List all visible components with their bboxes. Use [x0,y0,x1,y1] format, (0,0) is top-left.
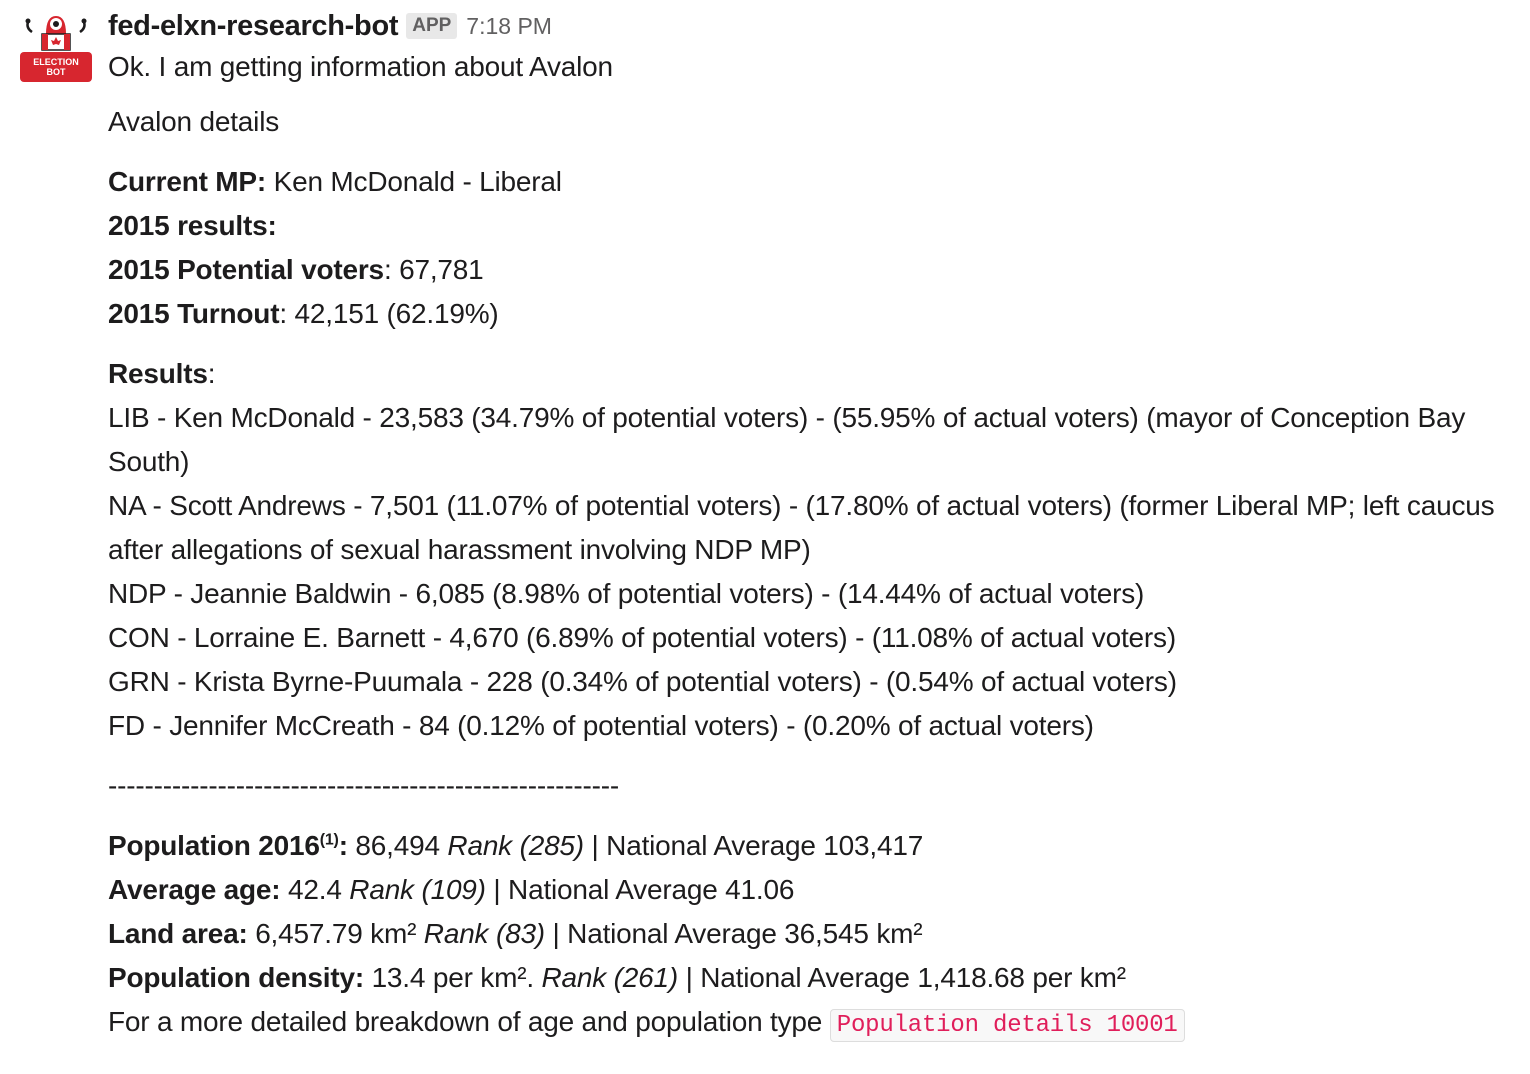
bot-avatar[interactable]: ELECTION BOT [20,10,92,82]
avatar-text-bot: BOT [47,67,67,77]
app-badge: APP [406,13,458,39]
population-line: Population 2016(1): 86,494 Rank (285) | … [108,824,1518,868]
population-colon: : [338,830,348,861]
results-label: Results [108,358,208,389]
population-details-code[interactable]: Population details 10001 [829,1009,1185,1042]
details-title: Avalon details [108,106,280,137]
density-line: Population density: 13.4 per km². Rank (… [108,956,1518,1000]
result-row: NA - Scott Andrews - 7,501 (11.07% of po… [108,490,1495,565]
message-header: fed-elxn-research-bot APP 7:18 PM [108,6,1518,46]
population-rank: Rank (285) [447,830,584,861]
potential-voters-label: 2015 Potential voters [108,254,384,285]
current-mp-line: Current MP: Ken McDonald - Liberal [108,160,1518,204]
turnout-value: : 42,151 (62.19%) [279,298,499,329]
age-value: 42.4 [280,874,350,905]
population-value: 86,494 [347,830,448,861]
results-colon: : [207,358,216,389]
results-heading: Results: [108,352,1518,396]
potential-voters-value: : 67,781 [383,254,484,285]
age-rank: Rank (109) [349,874,486,905]
population-national: | National Average 103,417 [583,830,924,861]
turnout-label: 2015 Turnout [108,298,280,329]
age-label: Average age: [108,874,281,905]
results-2015-label: 2015 results: [108,210,277,241]
land-national: | National Average 36,545 km² [544,918,923,949]
result-row: CON - Lorraine E. Barnett - 4,670 (6.89%… [108,622,1176,653]
message-timestamp[interactable]: 7:18 PM [466,12,552,39]
breakdown-text: For a more detailed breakdown of age and… [108,1006,830,1037]
footnote-marker: (1) [319,831,339,849]
land-rank: Rank (83) [423,918,545,949]
intro-text: Ok. I am getting information about Avalo… [108,51,613,82]
age-line: Average age: 42.4 Rank (109) | National … [108,868,1518,912]
density-national: | National Average 1,418.68 per km² [678,962,1126,993]
potential-voters-line: 2015 Potential voters: 67,781 [108,248,1518,292]
robot-canada-flag-icon: ELECTION BOT [20,16,92,82]
result-row: NDP - Jeannie Baldwin - 6,085 (8.98% of … [108,578,1145,609]
population-label-text: Population 2016 [108,830,320,861]
result-row: GRN - Krista Byrne-Puumala - 228 (0.34% … [108,666,1177,697]
result-row: FD - Jennifer McCreath - 84 (0.12% of po… [108,710,1094,741]
turnout-line: 2015 Turnout: 42,151 (62.19%) [108,292,1518,336]
bot-name-link[interactable]: fed-elxn-research-bot [108,9,399,42]
result-row: LIB - Ken McDonald - 23,583 (34.79% of p… [108,402,1466,477]
message-content: fed-elxn-research-bot APP 7:18 PM Ok. I … [108,6,1518,1048]
land-label: Land area: [108,918,248,949]
density-rank: Rank (261) [541,962,679,993]
current-mp-label: Current MP: [108,166,267,197]
population-label: Population 2016(1): [108,830,348,861]
land-value: 6,457.79 km² [247,918,424,949]
breakdown-line: For a more detailed breakdown of age and… [108,1000,1518,1048]
avatar-text-election: ELECTION [33,57,79,67]
separator-line: ----------------------------------------… [108,770,619,801]
age-national: | National Average 41.06 [485,874,795,905]
current-mp-value: Ken McDonald - Liberal [266,166,562,197]
density-label: Population density: [108,962,364,993]
land-line: Land area: 6,457.79 km² Rank (83) | Nati… [108,912,1518,956]
density-value: 13.4 per km². [363,962,542,993]
